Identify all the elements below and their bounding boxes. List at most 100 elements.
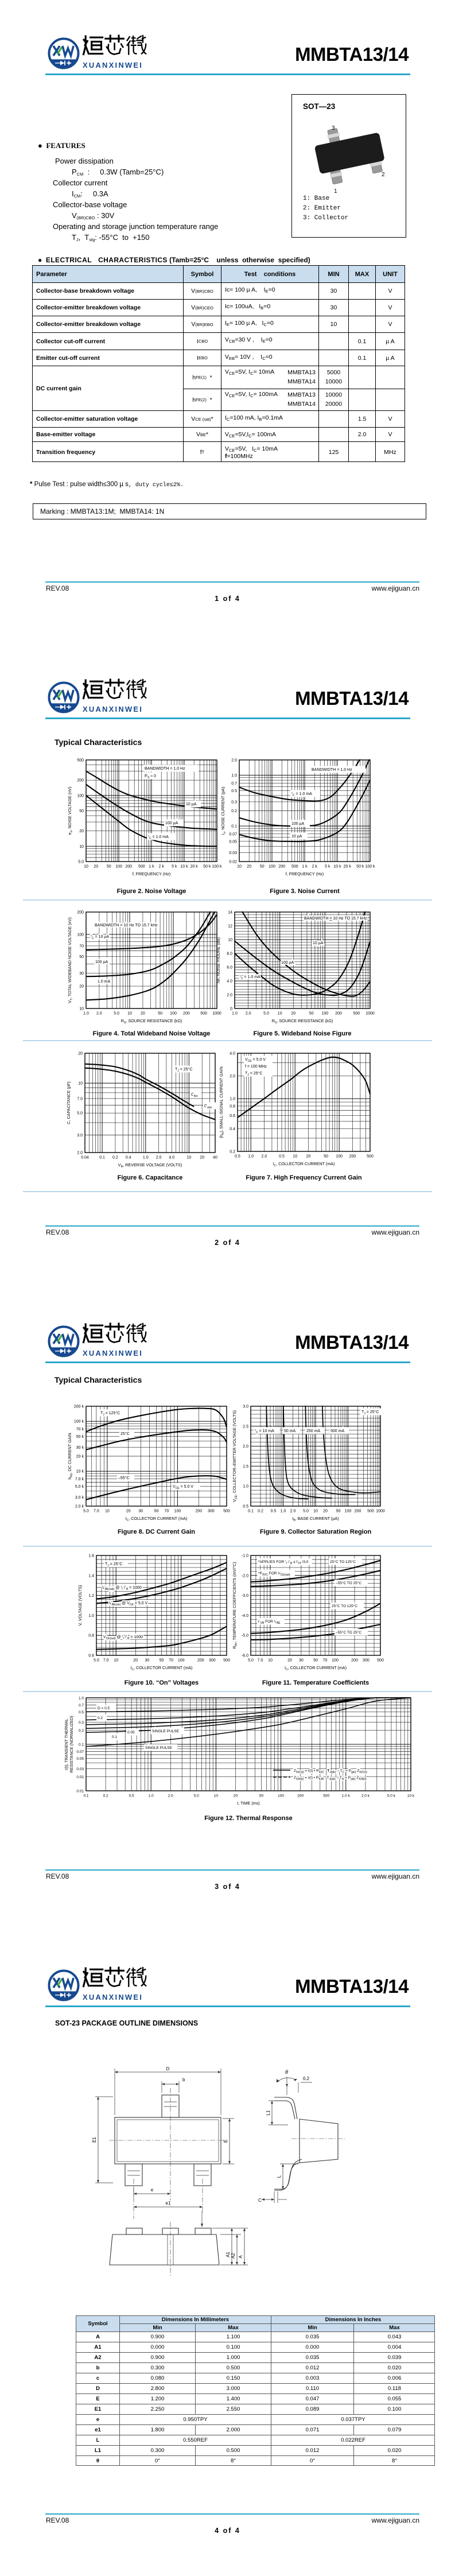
svg-text:1.4: 1.4 <box>88 1574 94 1578</box>
svg-text:500: 500 <box>367 1510 374 1514</box>
svg-text:IC, COLLECTOR CURRENT (mA): IC, COLLECTOR CURRENT (mA) <box>273 1161 335 1167</box>
svg-text:100 k: 100 k <box>212 865 222 869</box>
svg-text:IC, COLLECTOR CURRENT (mA): IC, COLLECTOR CURRENT (mA) <box>131 1665 193 1671</box>
svg-text:r(t), TRANSIENT THERMAL: r(t), TRANSIENT THERMAL <box>64 1718 69 1770</box>
svg-text:200: 200 <box>77 779 84 783</box>
svg-text:50: 50 <box>259 1794 264 1798</box>
svg-text:1.0 mA: 1.0 mA <box>98 980 111 984</box>
svg-text:3.0 k: 3.0 k <box>75 1496 84 1500</box>
svg-text:1.0: 1.0 <box>83 1012 89 1016</box>
svg-text:2.0: 2.0 <box>96 1012 102 1016</box>
svg-text:10: 10 <box>237 865 242 869</box>
svg-text:D: D <box>166 2066 170 2071</box>
svg-text:100: 100 <box>345 1510 352 1514</box>
svg-text:100: 100 <box>77 794 84 798</box>
svg-text:0.07: 0.07 <box>76 1750 84 1754</box>
svg-text:θ: θ <box>285 2069 288 2075</box>
svg-text:0.5: 0.5 <box>231 789 237 793</box>
svg-text:2.0: 2.0 <box>77 1151 83 1155</box>
svg-text:200: 200 <box>351 1659 358 1663</box>
svg-text:-6.0: -6.0 <box>242 1654 248 1658</box>
svg-text:BANDWIDTH = 10 Hz TO 15.7 kHz: BANDWIDTH = 10 Hz TO 15.7 kHz <box>95 924 158 928</box>
svg-text:40: 40 <box>213 1156 217 1160</box>
svg-text:C, CAPACITANCE (pF): C, CAPACITANCE (pF) <box>66 1081 71 1124</box>
svg-text:100 µA: 100 µA <box>95 960 108 964</box>
svg-text:E: E <box>223 2140 228 2143</box>
svg-text:1.0 k: 1.0 k <box>342 1794 351 1798</box>
svg-text:TJ = 25°C: TJ = 25°C <box>175 1067 192 1073</box>
svg-text:-3.0: -3.0 <box>242 1594 248 1598</box>
svg-text:1.5: 1.5 <box>243 1465 248 1469</box>
svg-text:Figure 7. High Frequency Curre: Figure 7. High Frequency Current Gain <box>246 1174 362 1181</box>
svg-text:1000: 1000 <box>365 1012 375 1016</box>
svg-text:250 mA: 250 mA <box>306 1429 320 1433</box>
svg-text:f = 100 MHz: f = 100 MHz <box>245 1065 267 1069</box>
svg-text:7.0 k: 7.0 k <box>75 1477 84 1481</box>
svg-text:0.04: 0.04 <box>81 1156 89 1160</box>
svg-text:t, TIME (ms): t, TIME (ms) <box>237 1801 259 1806</box>
svg-text:E1: E1 <box>92 2137 97 2143</box>
svg-text:0.1: 0.1 <box>112 1735 117 1739</box>
svg-text:500 mA: 500 mA <box>330 1429 344 1433</box>
svg-text:100 µA: 100 µA <box>165 821 178 825</box>
svg-text:0.01: 0.01 <box>76 1790 84 1794</box>
svg-text:1.0: 1.0 <box>149 1794 154 1798</box>
svg-text:70: 70 <box>323 1659 328 1663</box>
svg-text:10: 10 <box>293 1155 297 1159</box>
svg-text:500: 500 <box>138 865 145 869</box>
svg-text:7.0: 7.0 <box>77 1097 83 1101</box>
svg-text:V, VOLTAGE (VOLTS): V, VOLTAGE (VOLTS) <box>77 1585 83 1626</box>
svg-text:20: 20 <box>291 1012 295 1016</box>
svg-text:20: 20 <box>126 1510 131 1514</box>
svg-text:2.5: 2.5 <box>243 1425 248 1429</box>
svg-text:1.6: 1.6 <box>88 1554 94 1558</box>
svg-text:IC, COLLECTOR CURRENT (mA): IC, COLLECTOR CURRENT (mA) <box>285 1665 347 1671</box>
svg-text:20: 20 <box>287 1659 292 1663</box>
svg-text:0.05: 0.05 <box>76 1757 84 1761</box>
svg-text:BANDWIDTH = 10 Hz TO 15.7 kHz: BANDWIDTH = 10 Hz TO 15.7 kHz <box>304 917 367 921</box>
svg-text:0.7: 0.7 <box>79 1704 84 1708</box>
svg-text:7.0: 7.0 <box>103 1659 109 1663</box>
svg-text:10: 10 <box>313 1510 318 1514</box>
svg-text:e: e <box>151 2187 154 2193</box>
svg-text:Figure 2. Noise Voltage: Figure 2. Noise Voltage <box>117 888 186 895</box>
svg-text:20: 20 <box>247 865 251 869</box>
svg-text:IB, BASE CURRENT (µA): IB, BASE CURRENT (µA) <box>292 1516 339 1522</box>
svg-text:1.0: 1.0 <box>79 1697 84 1701</box>
svg-text:–55°C TO 25°C: –55°C TO 25°C <box>336 1581 361 1585</box>
svg-text:0.5: 0.5 <box>129 1794 134 1798</box>
svg-text:20: 20 <box>133 1659 138 1663</box>
svg-text:200 k: 200 k <box>74 1405 84 1409</box>
svg-text:20 k: 20 k <box>76 1455 84 1459</box>
svg-text:1 k: 1 k <box>149 865 154 869</box>
svg-text:0.2: 0.2 <box>103 1794 108 1798</box>
svg-text:200: 200 <box>195 1510 202 1514</box>
svg-text:100: 100 <box>332 1659 339 1663</box>
svg-text:200: 200 <box>335 1012 342 1016</box>
svg-text:2.0: 2.0 <box>168 1794 173 1798</box>
svg-text:0: 0 <box>230 1007 232 1011</box>
svg-text:2.0 k: 2.0 k <box>361 1794 370 1798</box>
svg-text:e1: e1 <box>166 2201 171 2206</box>
svg-text:RESISTANCE (NORMALIZED): RESISTANCE (NORMALIZED) <box>69 1716 74 1772</box>
svg-text:RS, SOURCE RESISTANCE (kΩ): RS, SOURCE RESISTANCE (kΩ) <box>121 1018 182 1025</box>
svg-text:4.0: 4.0 <box>230 1052 235 1056</box>
svg-text:50: 50 <box>336 1510 341 1514</box>
svg-text:0.1: 0.1 <box>83 1794 88 1798</box>
svg-text:20 k: 20 k <box>190 865 199 869</box>
svg-text:0.5: 0.5 <box>279 1155 285 1159</box>
svg-text:200: 200 <box>77 911 84 915</box>
svg-text:70: 70 <box>165 1510 169 1514</box>
svg-text:3: 3 <box>332 125 335 131</box>
svg-text:4.0: 4.0 <box>227 980 232 984</box>
svg-text:100: 100 <box>115 865 122 869</box>
svg-text:2.0: 2.0 <box>262 1155 267 1159</box>
svg-text:100: 100 <box>170 1012 177 1016</box>
svg-text:2 k: 2 k <box>159 865 165 869</box>
svg-text:hFE, DC CURRENT GAIN: hFE, DC CURRENT GAIN <box>67 1433 73 1479</box>
svg-text:1.0: 1.0 <box>88 1614 94 1618</box>
svg-text:100: 100 <box>77 933 84 937</box>
svg-text:5.0: 5.0 <box>194 1794 199 1798</box>
svg-text:0.4: 0.4 <box>230 1127 235 1131</box>
svg-text:10: 10 <box>114 1659 118 1663</box>
